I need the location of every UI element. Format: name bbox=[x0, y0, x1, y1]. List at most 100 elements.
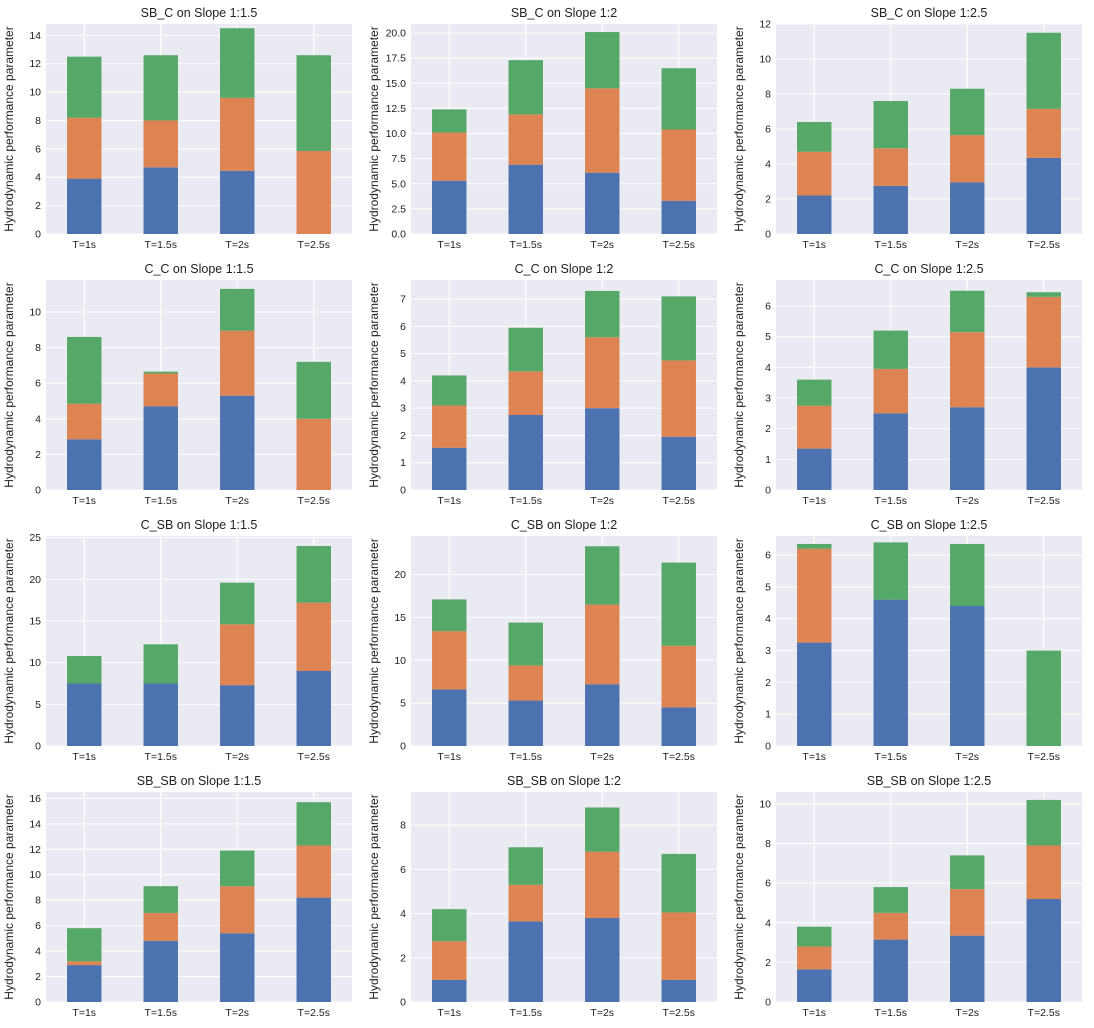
bar-segment-bottom bbox=[508, 700, 543, 746]
y-tick-label: 4 bbox=[765, 362, 771, 374]
bar-segment-bottom bbox=[296, 671, 331, 746]
y-tick-label: 8 bbox=[400, 820, 406, 832]
bar-segment-top bbox=[585, 546, 620, 605]
y-tick-label: 6 bbox=[400, 321, 406, 333]
y-tick-label: 6 bbox=[35, 378, 41, 390]
y-tick-label: 6 bbox=[765, 301, 771, 313]
x-tick-label: T=1s bbox=[437, 239, 461, 251]
y-tick-label: 8 bbox=[35, 115, 41, 127]
bar-segment-bottom bbox=[1026, 898, 1061, 1002]
bar-segment-top bbox=[1026, 799, 1061, 846]
x-tick-label: T=1s bbox=[437, 1007, 461, 1019]
y-tick-label: 2 bbox=[35, 200, 41, 212]
y-tick-label: 0 bbox=[35, 997, 41, 1009]
bar-segment-middle bbox=[432, 941, 467, 980]
chart-svg: 0 2 4 6 8 10 12 14 T=1s T=1.5s T=2s T=2.5s SB_C on S… bbox=[2, 6, 352, 251]
bar-segment-top bbox=[950, 855, 985, 890]
bar-segment-top bbox=[950, 290, 985, 333]
y-axis-label: Hydrodynamic performance parameter bbox=[732, 26, 746, 231]
y-tick-label: 14 bbox=[29, 818, 41, 830]
bar-segment-middle bbox=[67, 961, 102, 966]
y-tick-label: 6 bbox=[35, 920, 41, 932]
bar-segment-bottom bbox=[296, 897, 331, 1002]
chart-title: SB_C on Slope 1:2.5 bbox=[871, 6, 988, 20]
bar-segment-bottom bbox=[432, 979, 467, 1002]
x-tick-label: T=2.5s bbox=[298, 751, 330, 763]
chart-svg: 0 2 4 6 8 T=1s T=1.5s T=2s T=2.5s SB_SB on Slope … bbox=[367, 774, 717, 1019]
bar-segment-top bbox=[797, 379, 832, 406]
bar-segment-bottom bbox=[585, 408, 620, 490]
chart-panel: 0 5 10 15 20 T=1s T=1.5s T=2s T=2.5s C_SB on Slop… bbox=[365, 512, 725, 768]
bar-segment-middle bbox=[950, 135, 985, 183]
y-axis-label: Hydrodynamic performance parameter bbox=[367, 26, 381, 231]
x-tick-label: T=2.5s bbox=[1028, 495, 1060, 507]
bar-segment-top bbox=[67, 56, 102, 118]
bar-segment-top bbox=[220, 582, 255, 625]
bar-segment-bottom bbox=[432, 689, 467, 746]
chart-svg: 0 2 4 6 8 10 T=1s T=1.5s T=2s T=2.5s C_C on Slope … bbox=[2, 262, 352, 507]
x-tick-label: T=2.5s bbox=[663, 239, 695, 251]
bar-segment-middle bbox=[508, 665, 543, 701]
bar-segment-bottom bbox=[220, 933, 255, 1002]
y-tick-label: 5.0 bbox=[391, 178, 406, 190]
y-axis-label: Hydrodynamic performance parameter bbox=[2, 282, 16, 487]
bar-segment-top bbox=[661, 853, 696, 913]
bar-segment-top bbox=[67, 928, 102, 962]
y-tick-label: 0 bbox=[765, 741, 771, 753]
bar-segment-middle bbox=[585, 88, 620, 173]
bar-segment-middle bbox=[797, 946, 832, 970]
y-tick-label: 4 bbox=[35, 172, 41, 184]
y-tick-label: 1 bbox=[765, 454, 771, 466]
y-tick-label: 8 bbox=[35, 895, 41, 907]
bar-segment-middle bbox=[220, 886, 255, 934]
y-tick-label: 12 bbox=[29, 844, 41, 856]
y-tick-label: 6 bbox=[765, 550, 771, 562]
chart-title: C_SB on Slope 1:2.5 bbox=[871, 518, 988, 532]
bar-segment-bottom bbox=[873, 185, 908, 234]
bar-segment-bottom bbox=[585, 918, 620, 1002]
bar-segment-middle bbox=[1026, 845, 1061, 899]
y-tick-label: 10.0 bbox=[386, 128, 407, 140]
x-tick-label: T=2s bbox=[225, 751, 249, 763]
chart-panel: 0 2 4 6 8 10 12 14 16 T=1s T=1.5s T=2s T=2.5s SB_SB o… bbox=[0, 768, 360, 1024]
x-tick-label: T=2s bbox=[590, 751, 614, 763]
bar-segment-middle bbox=[220, 97, 255, 171]
y-tick-label: 6 bbox=[35, 143, 41, 155]
bar-segment-middle bbox=[143, 120, 178, 168]
bar-segment-top bbox=[143, 371, 178, 374]
chart-title: C_C on Slope 1:2 bbox=[515, 262, 614, 276]
x-tick-label: T=1s bbox=[437, 495, 461, 507]
bar-segment-bottom bbox=[661, 707, 696, 746]
x-tick-label: T=2.5s bbox=[298, 1007, 330, 1019]
bar-segment-top bbox=[508, 622, 543, 666]
y-tick-label: 5 bbox=[765, 581, 771, 593]
bar-segment-top bbox=[67, 656, 102, 684]
y-tick-label: 0 bbox=[400, 997, 406, 1009]
y-tick-label: 5 bbox=[765, 331, 771, 343]
bar-segment-top bbox=[143, 644, 178, 684]
chart-title: C_SB on Slope 1:2 bbox=[511, 518, 617, 532]
chart-title: SB_C on Slope 1:2 bbox=[511, 6, 617, 20]
bar-segment-bottom bbox=[508, 164, 543, 234]
bar-segment-top bbox=[220, 850, 255, 887]
y-tick-label: 12 bbox=[29, 58, 41, 70]
bar-segment-top bbox=[220, 28, 255, 98]
x-tick-label: T=2.5s bbox=[663, 751, 695, 763]
y-tick-label: 2 bbox=[35, 971, 41, 983]
bar-segment-bottom bbox=[143, 406, 178, 490]
y-tick-label: 25 bbox=[29, 532, 41, 544]
bar-segment-middle bbox=[67, 117, 102, 179]
bar-segment-bottom bbox=[873, 413, 908, 490]
bar-segment-middle bbox=[508, 114, 543, 165]
bar-segment-top bbox=[220, 288, 255, 331]
y-tick-label: 7.5 bbox=[391, 153, 406, 165]
bar-segment-middle bbox=[661, 129, 696, 201]
y-tick-label: 0.0 bbox=[391, 229, 406, 241]
bar-segment-bottom bbox=[143, 683, 178, 746]
y-axis-label: Hydrodynamic performance parameter bbox=[732, 794, 746, 999]
bar-segment-top bbox=[950, 543, 985, 606]
x-tick-label: T=1s bbox=[72, 751, 96, 763]
chart-svg: 0 2 4 6 8 10 12 14 16 T=1s T=1.5s T=2s T=2.5s SB_SB o… bbox=[2, 774, 352, 1019]
y-tick-label: 4 bbox=[400, 375, 406, 387]
